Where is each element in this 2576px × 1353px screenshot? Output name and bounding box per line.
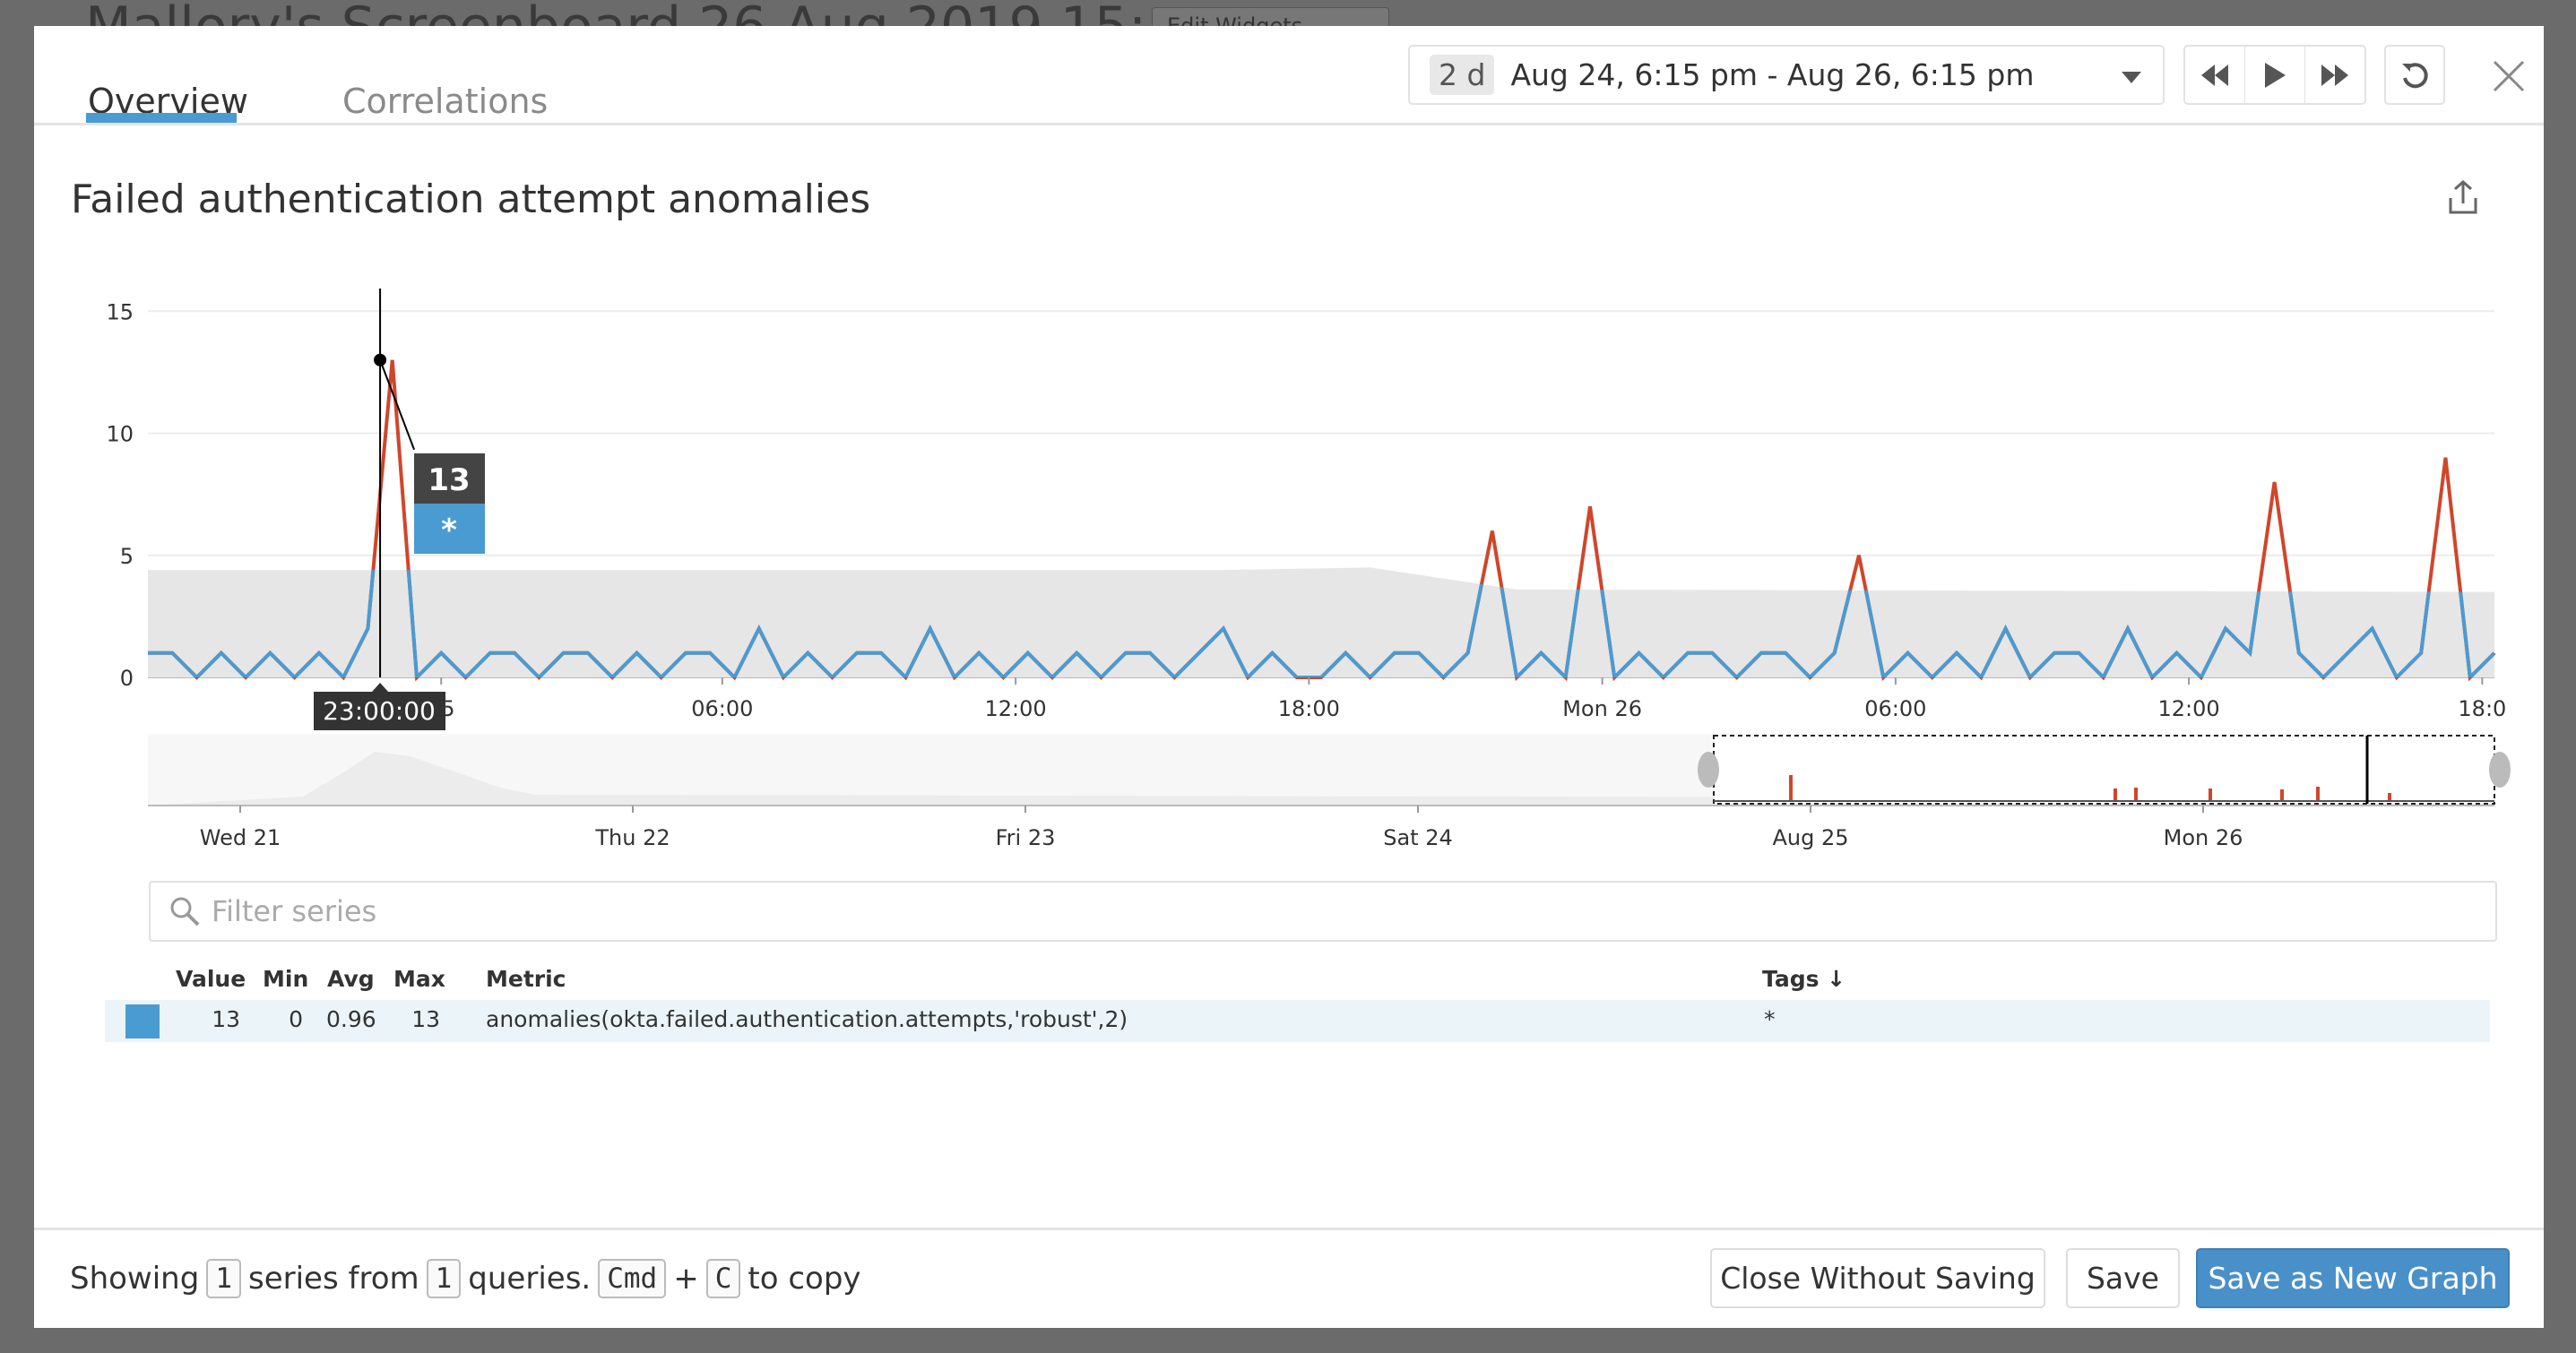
refresh-button[interactable] [2384,45,2445,105]
x-tick-label: 12:00 [985,696,1047,721]
navigator-left-handle[interactable] [1698,752,1719,788]
rewind-icon [2201,64,2228,86]
x-tick-label: 18:0 [2458,696,2506,721]
footer-text: queries. [468,1261,592,1297]
navigator-tick-label: Mon 26 [2164,825,2243,850]
footer-divider [34,1228,2544,1230]
close-icon [2493,60,2525,92]
navigator-right-handle[interactable] [2489,752,2511,788]
filter-series-field[interactable] [149,881,2497,942]
table-row[interactable] [105,1000,2490,1042]
cell-metric: anomalies(okta.failed.authentication.att… [486,1006,1128,1032]
tooltip-time-pointer [372,683,389,692]
footer-status: Showing 1 series from 1 queries. Cmd + C… [70,1259,861,1298]
chevron-down-icon [2122,72,2141,83]
tooltip-value: 13 [428,462,470,498]
tooltip-time-box [314,692,445,730]
rewind-button[interactable] [2185,47,2245,103]
close-button[interactable] [2484,51,2534,101]
filter-series-input[interactable] [212,894,2363,928]
series-count: 1 [206,1259,241,1298]
tooltip-leader [379,359,416,451]
c-key: C [705,1259,741,1298]
cell-max: 13 [411,1006,440,1032]
tooltip-time: 23:00:00 [323,696,436,726]
y-tick-label: 0 [120,666,134,691]
active-tab-indicator [86,113,237,123]
cell-avg: 0.96 [326,1006,376,1032]
save-button[interactable]: Save [2066,1248,2180,1308]
play-icon [2265,62,2286,88]
col-value[interactable]: Value [176,966,246,992]
col-min[interactable]: Min [263,966,309,992]
close-without-saving-button[interactable]: Close Without Saving [1710,1248,2045,1308]
footer-text: Showing [70,1261,200,1297]
time-range-text: Aug 24, 6:15 pm - Aug 26, 6:15 pm [1510,57,2035,92]
play-button[interactable] [2245,47,2305,103]
y-tick-label: 5 [120,544,134,569]
tooltip-tag: * [441,513,457,548]
tab-correlations[interactable]: Correlations [342,82,549,121]
time-navigation [2183,45,2366,105]
navigator-tick-label: Wed 21 [200,825,281,850]
tooltip-value-box [414,453,485,504]
share-icon [2449,179,2477,214]
tooltip-tag-box [414,504,485,554]
query-count: 1 [426,1259,462,1298]
graph-editor-modal: Overview Correlations 2 d Aug 24, 6:15 p… [34,26,2544,1328]
col-avg[interactable]: Avg [327,966,375,992]
navigator-tick-label: Fri 23 [996,825,1056,850]
cmd-key: Cmd [598,1259,667,1298]
search-icon [170,897,200,926]
share-button[interactable] [2445,178,2481,221]
footer-text: + [673,1261,699,1297]
fast-forward-icon [2321,64,2348,86]
time-range-picker[interactable]: 2 d Aug 24, 6:15 pm - Aug 26, 6:15 pm [1408,45,2165,105]
footer-text: to copy [748,1261,861,1297]
x-tick-label: 06:00 [691,696,753,721]
y-tick-label: 15 [106,299,134,324]
navigator-selection [1713,735,2495,805]
fast-forward-button[interactable] [2305,47,2364,103]
widget-title: Failed authentication attempt anomalies [71,177,871,222]
refresh-icon [2402,62,2428,88]
time-span-chip: 2 d [1430,55,1495,95]
save-as-new-graph-button[interactable]: Save as New Graph [2196,1248,2510,1308]
col-tags[interactable]: Tags ↓ [1762,966,1846,992]
navigator-tick-label: Aug 25 [1772,825,1848,850]
x-tick-label: 18:00 [1278,696,1340,721]
cell-tags: * [1764,1006,1776,1032]
col-max[interactable]: Max [393,966,445,992]
series-color-swatch [125,1004,160,1038]
x-tick-label: 06:00 [1864,696,1926,721]
cell-value: 13 [212,1006,240,1032]
anomaly-bounds-band [148,567,2494,677]
y-tick-label: 10 [106,422,134,447]
header-divider [34,123,2544,125]
navigator-tick-label: Thu 22 [594,825,670,850]
cell-min: 0 [289,1006,303,1032]
x-tick-label: Mon 26 [1562,696,1642,721]
col-metric[interactable]: Metric [486,966,566,992]
footer-text: series from [248,1261,419,1297]
navigator-tick-label: Sat 24 [1383,825,1453,850]
x-tick-label: 12:00 [2158,696,2220,721]
